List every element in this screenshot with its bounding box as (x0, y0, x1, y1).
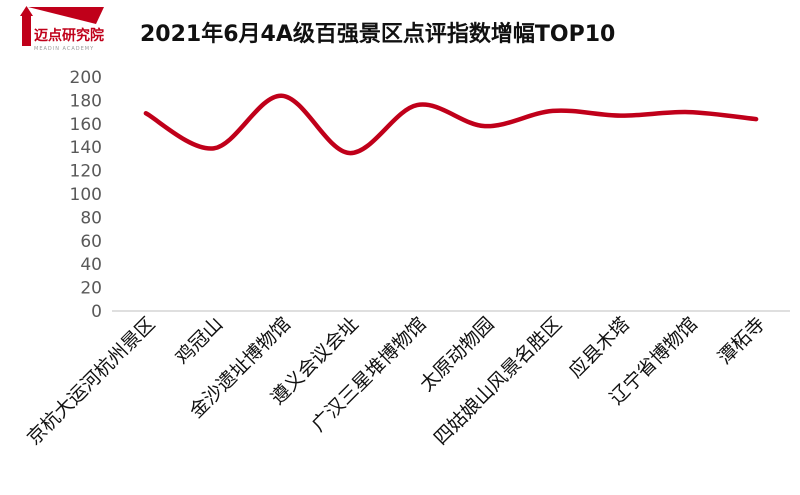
logo-subtext: MEADIN ACADEMY (34, 46, 94, 52)
x-tick-label: 潭柘寺 (714, 313, 770, 369)
y-tick-label: 120 (70, 162, 102, 182)
y-tick-label: 160 (70, 115, 102, 135)
y-tick-label: 60 (80, 232, 102, 252)
chart-title: 2021年6月4A级百强景区点评指数增幅TOP10 (140, 22, 616, 47)
y-tick-label: 100 (70, 185, 102, 205)
y-tick-label: 80 (80, 208, 102, 228)
y-tick-label: 20 (80, 279, 102, 299)
meadin-logo: 迈点研究院 MEADIN ACADEMY (20, 6, 104, 52)
x-tick-label: 京杭大运河杭州景区 (23, 313, 159, 449)
y-tick-label: 140 (70, 138, 102, 158)
logo-text: 迈点研究院 (34, 27, 104, 44)
x-tick-label: 四姑娘山风景名胜区 (430, 313, 566, 449)
x-tick-label: 应县木塔 (565, 313, 634, 382)
series-line (143, 93, 759, 156)
logo-flag (28, 7, 104, 24)
x-tick-label: 广汉三星堆博物馆 (308, 313, 431, 436)
y-tick-label: 40 (80, 255, 102, 275)
y-tick-label: 180 (70, 91, 102, 111)
logo-tower-top (20, 6, 33, 16)
logo-tower (22, 14, 31, 46)
y-tick-label: 0 (91, 302, 102, 322)
x-tick-label: 鸡冠山 (171, 313, 227, 369)
y-tick-label: 200 (70, 68, 102, 88)
